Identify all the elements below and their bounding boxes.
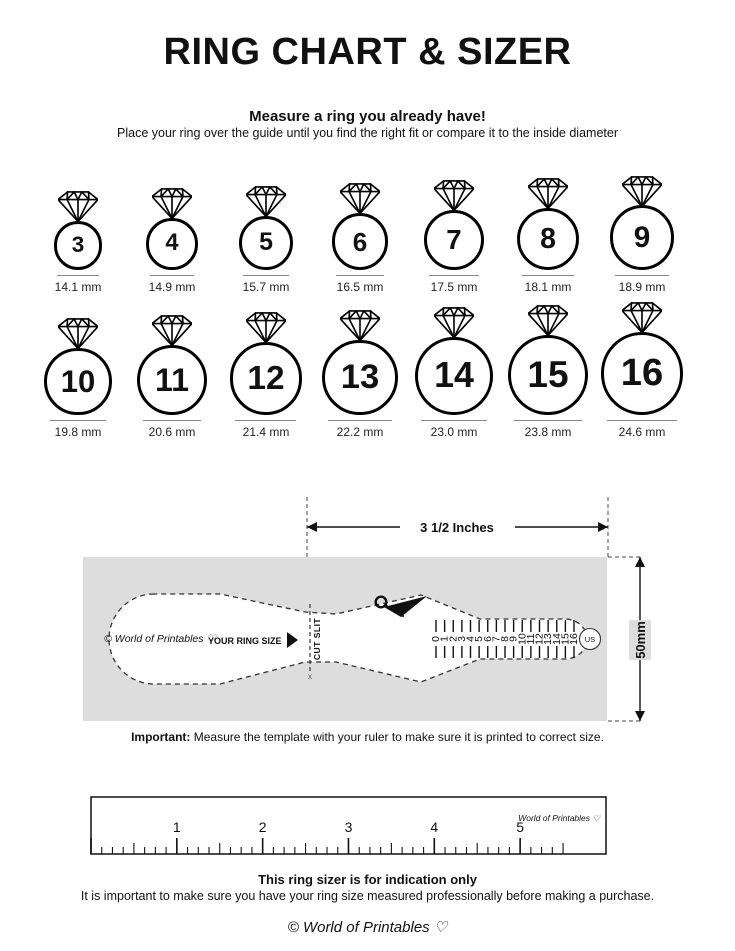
svg-text:3: 3 (345, 819, 353, 835)
svg-text:4: 4 (430, 819, 438, 835)
svg-text:2: 2 (259, 819, 267, 835)
svg-text:5: 5 (516, 819, 524, 835)
svg-text:1: 1 (173, 819, 181, 835)
